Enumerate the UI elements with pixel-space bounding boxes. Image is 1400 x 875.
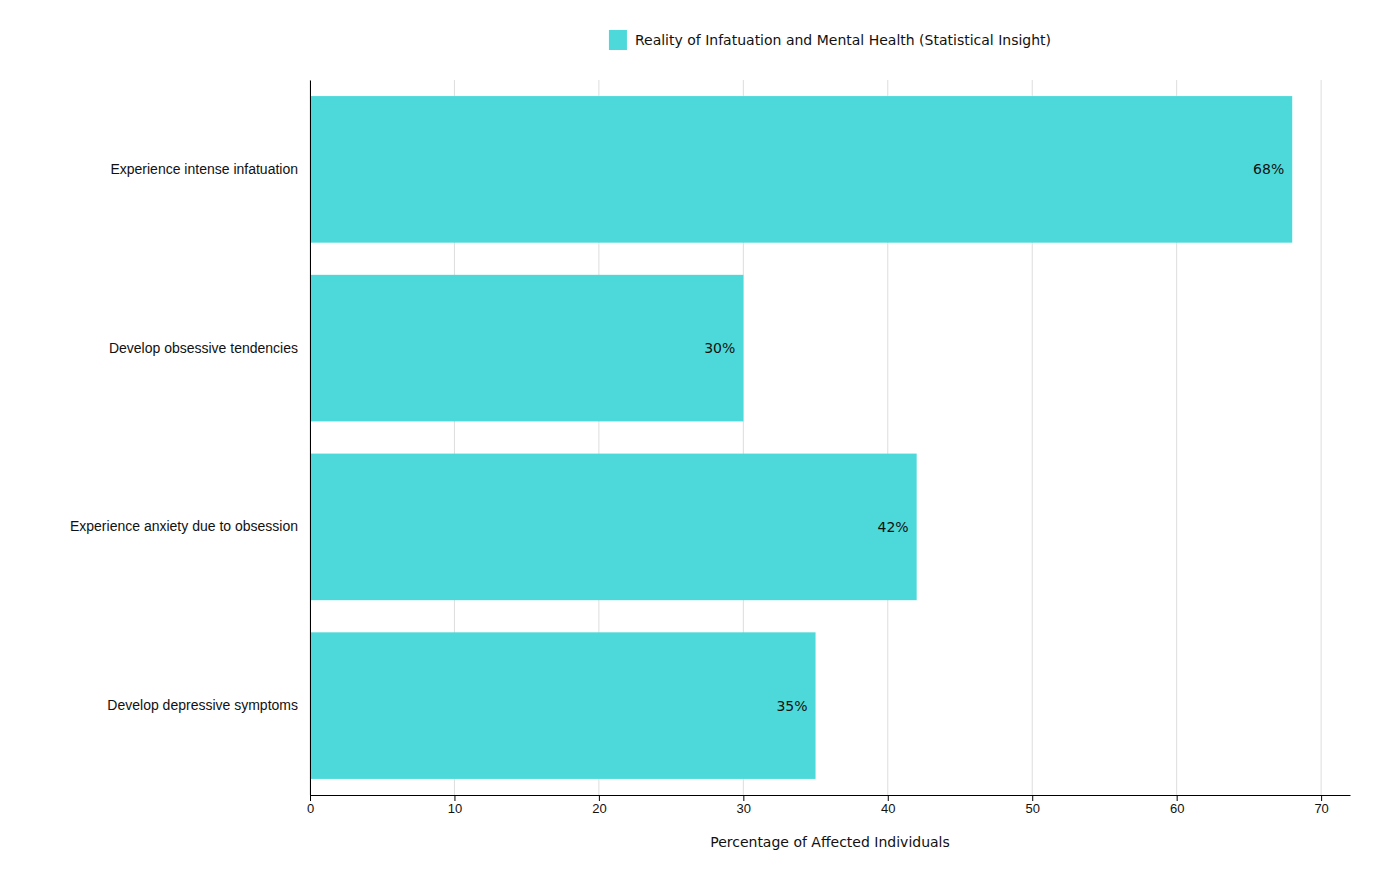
tick-label: 20 bbox=[592, 801, 606, 816]
axis-domain bbox=[311, 795, 1351, 796]
tick-mark bbox=[454, 795, 455, 801]
bar bbox=[310, 632, 816, 779]
tick: Experience intense infatuation bbox=[110, 161, 310, 177]
tick-label: Develop obsessive tendencies bbox=[109, 340, 298, 356]
legend-swatch bbox=[609, 30, 627, 50]
grid-line bbox=[1321, 80, 1322, 795]
tick-label: 70 bbox=[1314, 801, 1328, 816]
tick-mark bbox=[743, 795, 744, 801]
y-axis: Experience intense infatuation Develop ob… bbox=[70, 81, 311, 796]
tick-label: 50 bbox=[1025, 801, 1039, 816]
legend: Reality of Infatuation and Mental Health… bbox=[609, 30, 1051, 50]
bar bbox=[310, 454, 917, 601]
bar bbox=[310, 275, 743, 422]
data-label: 42% bbox=[878, 519, 909, 535]
tick: 70 bbox=[1314, 795, 1328, 816]
tick-label: 60 bbox=[1170, 801, 1184, 816]
tick: 40 bbox=[881, 795, 895, 816]
bars bbox=[310, 96, 1292, 779]
tick: Develop obsessive tendencies bbox=[109, 340, 310, 356]
tick-label: 10 bbox=[448, 801, 462, 816]
data-labels: 68% 30% 42% 35% bbox=[704, 161, 1284, 713]
data-label: 68% bbox=[1253, 161, 1284, 177]
tick-mark bbox=[1032, 795, 1033, 801]
plot: 68% 30% 42% 35% 0 10 20 30 40 50 60 70 Percentage of… bbox=[70, 80, 1351, 850]
tick: 60 bbox=[1170, 795, 1184, 816]
data-label: 35% bbox=[776, 698, 807, 714]
tick-label: 40 bbox=[881, 801, 895, 816]
x-axis-label: Percentage of Affected Individuals bbox=[710, 834, 950, 850]
data-label: 30% bbox=[704, 340, 735, 356]
tick-mark bbox=[599, 795, 600, 801]
tick: Experience anxiety due to obsession bbox=[70, 518, 310, 534]
x-axis: 0 10 20 30 40 50 60 70 bbox=[307, 795, 1351, 816]
tick: 50 bbox=[1025, 795, 1039, 816]
legend-label: Reality of Infatuation and Mental Health… bbox=[635, 32, 1051, 48]
grid-line bbox=[310, 80, 311, 795]
tick-label: Experience anxiety due to obsession bbox=[70, 518, 298, 534]
tick: 20 bbox=[592, 795, 606, 816]
tick-label: Experience intense infatuation bbox=[110, 161, 298, 177]
tick: Develop depressive symptoms bbox=[107, 697, 310, 713]
tick-mark bbox=[310, 795, 311, 801]
tick: 30 bbox=[737, 795, 751, 816]
tick-label: Develop depressive symptoms bbox=[107, 697, 298, 713]
axis-domain bbox=[310, 81, 311, 796]
tick: 10 bbox=[448, 795, 462, 816]
tick-label: 0 bbox=[307, 801, 314, 816]
bar bbox=[310, 96, 1292, 243]
chart: 68% 30% 42% 35% 0 10 20 30 40 50 60 70 Percentage of… bbox=[0, 0, 1400, 875]
tick-mark bbox=[888, 795, 889, 801]
grid bbox=[310, 80, 1321, 795]
legend-item: Reality of Infatuation and Mental Health… bbox=[609, 30, 1051, 50]
tick-label: 30 bbox=[737, 801, 751, 816]
tick: 0 bbox=[307, 795, 314, 816]
tick-mark bbox=[1177, 795, 1178, 801]
tick-mark bbox=[1321, 795, 1322, 801]
